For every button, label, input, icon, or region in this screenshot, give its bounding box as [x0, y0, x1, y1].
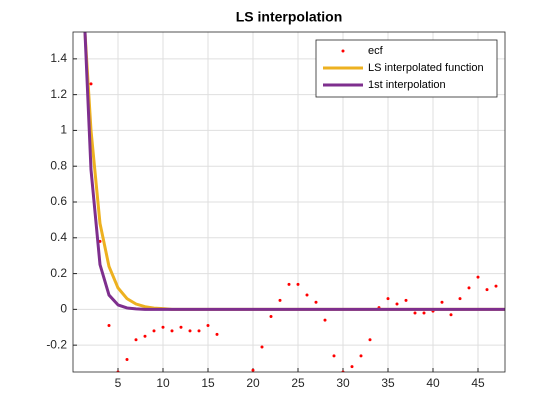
ecf-point: [161, 325, 165, 329]
x-tick-label: 30: [336, 376, 350, 390]
ecf-point: [449, 313, 453, 317]
ecf-point: [89, 82, 93, 86]
ecf-point: [404, 298, 408, 302]
legend-label: 1st interpolation: [368, 79, 446, 91]
ecf-point: [269, 315, 273, 319]
legend-label: ecf: [368, 45, 384, 57]
x-tick-label: 45: [471, 376, 485, 390]
plot-layer: [83, 32, 505, 372]
ecf-point: [107, 323, 111, 327]
chart-title: LS interpolation: [236, 9, 343, 25]
ecf-point: [134, 338, 138, 342]
ecf-point: [251, 368, 255, 372]
legend-label: LS interpolated function: [368, 62, 484, 74]
ecf-point: [413, 311, 417, 315]
y-tick-label: 0.2: [50, 266, 67, 280]
y-tick-label: 1.2: [50, 87, 67, 101]
ecf-point: [170, 329, 174, 333]
ecf-point: [395, 302, 399, 306]
ecf-point: [152, 329, 156, 333]
ecf-point: [467, 286, 471, 290]
x-tick-label: 10: [156, 376, 170, 390]
ecf-point: [332, 354, 336, 358]
ecf-point: [296, 282, 300, 286]
ecf-point: [476, 275, 480, 279]
y-tick-label: 1: [60, 123, 67, 137]
y-tick-label: 0.8: [50, 158, 67, 172]
ecf-point: [314, 300, 318, 304]
x-tick-label: 20: [246, 376, 260, 390]
x-tick-label: 15: [201, 376, 215, 390]
ecf-point: [494, 284, 498, 288]
ecf-point: [458, 297, 462, 301]
ecf-point: [323, 318, 327, 322]
ecf-point: [197, 329, 201, 333]
ecf-point: [179, 325, 183, 329]
axes-box: [72, 31, 506, 373]
y-tick-label: 0: [60, 302, 67, 316]
ecf-point: [305, 293, 309, 297]
y-tick-label: 0.6: [50, 194, 67, 208]
ecf-point: [278, 298, 282, 302]
y-tick-label: 1.4: [50, 51, 67, 65]
ecf-point: [485, 288, 489, 292]
ecf-point: [143, 334, 147, 338]
ecf-point: [350, 365, 354, 369]
ecf-point: [422, 311, 426, 315]
ecf-point: [260, 345, 264, 349]
y-tick-label: -0.2: [46, 337, 67, 351]
ecf-point: [287, 282, 291, 286]
ecf-point: [386, 297, 390, 301]
y-tick-label: 0.4: [50, 230, 67, 244]
x-tick-label: 40: [426, 376, 440, 390]
ecf-point: [359, 354, 363, 358]
ecf-point: [125, 357, 129, 361]
ecf-point: [368, 338, 372, 342]
ecf-point: [440, 300, 444, 304]
x-tick-label: 5: [115, 376, 122, 390]
ecf-point: [215, 332, 219, 336]
series-line: [83, 32, 505, 311]
legend-marker: [341, 49, 345, 53]
ecf-point: [188, 329, 192, 333]
x-tick-label: 35: [381, 376, 395, 390]
x-tick-label: 25: [291, 376, 305, 390]
ecf-point: [206, 323, 210, 327]
